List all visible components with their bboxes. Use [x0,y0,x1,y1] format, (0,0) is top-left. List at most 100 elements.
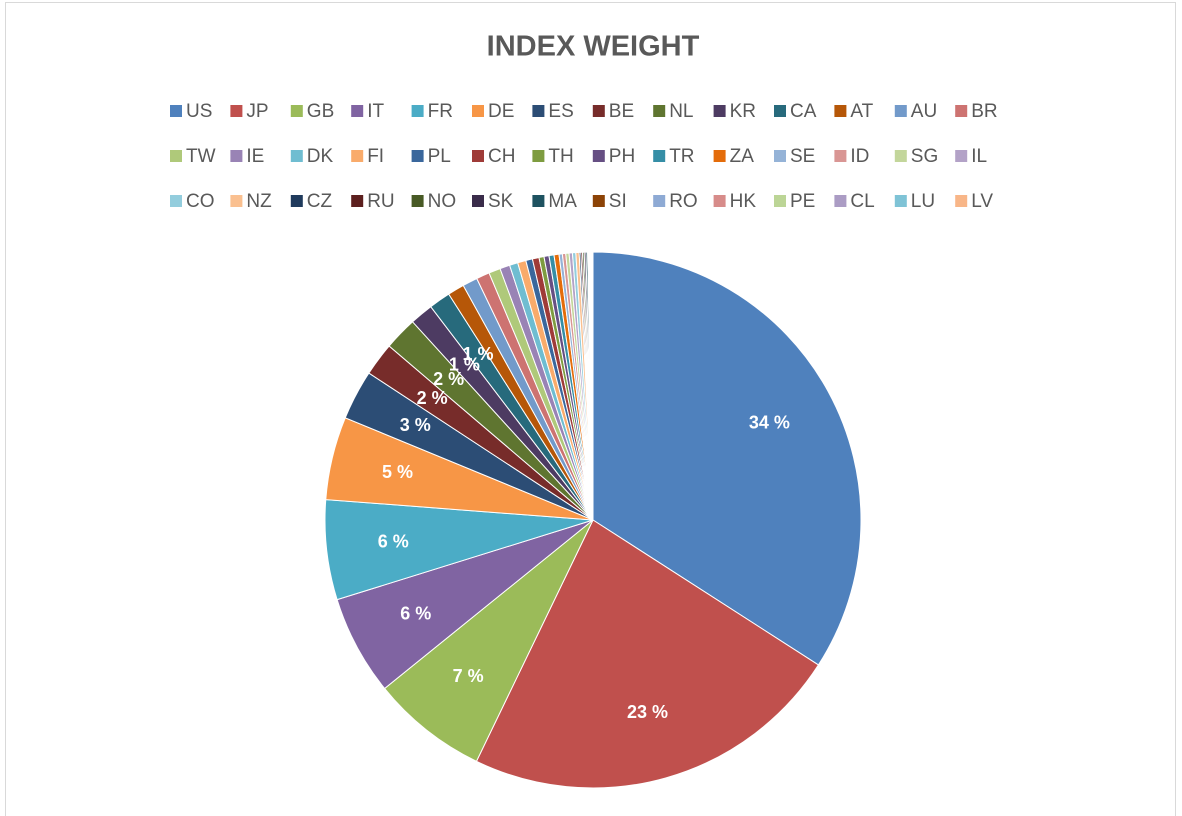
legend-label: US [186,101,212,122]
legend-swatch [713,105,726,117]
legend-swatch [230,195,243,207]
legend-swatch [290,150,303,162]
legend-label: TH [548,146,573,167]
legend-label: NZ [246,191,272,212]
legend-label: IL [971,146,987,167]
legend-label: SI [609,191,627,212]
legend-swatch [894,195,907,207]
pie-slice [383,519,594,763]
legend-swatch [653,150,666,162]
data-label: 23 % [627,702,668,722]
legend-label: FI [367,146,384,167]
legend-swatch [955,195,968,207]
legend-label: SE [790,146,815,167]
legend-swatch [774,105,786,117]
data-label: 7 % [453,666,484,686]
legend-label: PE [790,191,815,212]
data-label: 34 % [749,412,790,432]
pie-slice [591,251,594,521]
legend-label: NO [428,191,457,212]
legend-label: GB [307,101,334,122]
legend-label: ID [850,146,869,167]
legend-swatch [834,150,847,162]
legend-label: CO [186,191,215,212]
legend-label: TR [669,146,694,167]
legend-swatch [411,150,424,162]
legend-label: AT [850,101,873,122]
legend-swatch [411,195,424,207]
legend-label: RU [367,191,394,212]
legend-swatch [230,150,243,162]
legend-swatch [592,105,605,117]
legend-swatch [532,150,545,162]
data-label: 5 % [382,462,413,482]
legend-swatch [713,195,726,207]
legend-swatch [653,105,666,117]
legend-label: HK [730,191,757,212]
legend-swatch [170,150,182,162]
legend-label: KR [730,101,756,122]
data-label: 2 % [417,388,448,408]
legend-swatch [955,105,968,117]
legend-label: PH [609,146,635,167]
legend-label: FR [428,101,453,122]
data-label: 2 % [433,369,464,389]
data-label: 1 % [449,354,480,374]
legend-label: IE [246,146,264,167]
legend-swatch [894,105,907,117]
legend-swatch [472,150,484,162]
legend-label: CL [850,191,874,212]
legend-label: SK [488,191,514,212]
legend-label: PL [428,146,451,167]
legend-label: BR [971,101,997,122]
chart-title: INDEX WEIGHT [487,31,700,63]
legend-swatch [170,195,182,207]
legend-label: ZA [730,146,755,167]
legend-swatch [592,150,605,162]
legend-swatch [472,195,484,207]
legend-swatch [592,195,605,207]
legend-label: RO [669,191,698,212]
legend-label: JP [246,101,268,122]
legend-swatch [713,150,726,162]
legend-swatch [351,195,364,207]
legend-label: DE [488,101,514,122]
legend-swatch [351,150,364,162]
legend-swatch [170,105,182,117]
legend-label: DK [307,146,334,167]
legend-swatch [774,195,786,207]
legend-swatch [411,105,424,117]
legend-label: SG [911,146,938,167]
legend-label: CH [488,146,515,167]
data-label: 1 % [462,344,493,364]
legend-swatch [472,105,484,117]
legend-label: CZ [307,191,333,212]
legend-swatch [351,105,364,117]
legend-label: NL [669,101,693,122]
legend-label: IT [367,101,384,122]
legend-swatch [774,150,786,162]
legend-label: TW [186,146,216,167]
legend-swatch [290,105,303,117]
legend-label: MA [548,191,577,212]
legend-label: LU [911,191,935,212]
legend-swatch [834,105,847,117]
legend-swatch [532,195,545,207]
legend-swatch [290,195,303,207]
legend-swatch [894,150,907,162]
legend-swatch [653,195,666,207]
legend-swatch [230,105,243,117]
legend-swatch [532,105,545,117]
pie-slice [592,251,862,666]
legend-label: BE [609,101,634,122]
data-label: 6 % [378,531,409,551]
pie-slice [475,519,820,789]
data-label: 6 % [400,603,431,623]
legend-label: CA [790,101,817,122]
data-label: 3 % [400,415,431,435]
legend-label: LV [971,191,993,212]
legend-swatch [834,195,847,207]
legend-swatch [955,150,968,162]
legend-label: ES [548,101,573,122]
